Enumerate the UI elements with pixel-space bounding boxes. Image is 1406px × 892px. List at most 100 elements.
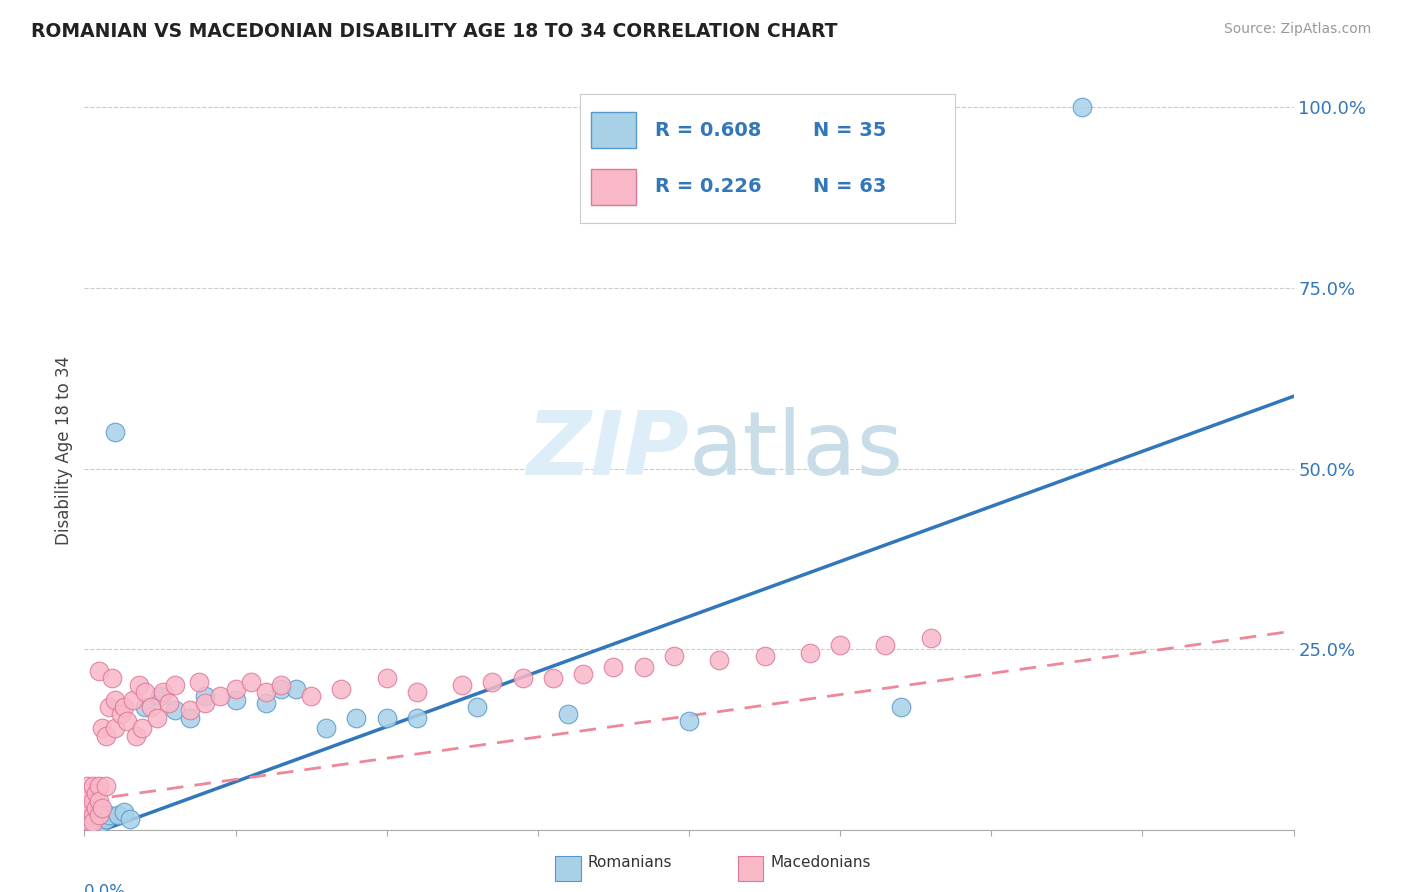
Point	[467, 699, 489, 714]
Point	[830, 639, 852, 653]
Point	[165, 703, 187, 717]
Point	[481, 674, 503, 689]
Point	[602, 660, 624, 674]
Text: 0.0%: 0.0%	[84, 883, 127, 892]
Point	[225, 692, 247, 706]
Point	[91, 722, 114, 736]
Point	[82, 779, 104, 793]
Point	[112, 805, 135, 819]
Point	[82, 815, 104, 830]
Point	[79, 815, 101, 830]
Point	[254, 685, 277, 699]
Point	[157, 696, 180, 710]
Point	[94, 779, 117, 793]
Point	[94, 729, 117, 743]
Y-axis label: Disability Age 18 to 34: Disability Age 18 to 34	[55, 356, 73, 545]
Point	[118, 812, 141, 826]
Point	[91, 815, 114, 830]
Point	[139, 699, 162, 714]
Point	[112, 699, 135, 714]
Point	[375, 671, 398, 685]
Point	[152, 685, 174, 699]
Point	[115, 714, 138, 729]
Point	[134, 685, 156, 699]
Point	[76, 815, 98, 830]
Point	[100, 671, 122, 685]
Point	[512, 671, 534, 685]
Point	[146, 711, 169, 725]
Point	[149, 689, 172, 703]
Point	[89, 794, 111, 808]
Point	[76, 779, 98, 793]
Point	[97, 699, 120, 714]
Point	[541, 671, 564, 685]
Point	[128, 678, 150, 692]
Text: Source: ZipAtlas.com: Source: ZipAtlas.com	[1223, 22, 1371, 37]
Point	[82, 808, 104, 822]
Point	[91, 808, 114, 822]
Point	[91, 801, 114, 815]
Point	[330, 681, 353, 696]
Point	[557, 706, 579, 721]
Point	[662, 649, 685, 664]
Point	[79, 801, 101, 815]
Point	[79, 815, 101, 830]
Point	[86, 801, 108, 815]
Point	[97, 808, 120, 822]
Text: ROMANIAN VS MACEDONIAN DISABILITY AGE 18 TO 34 CORRELATION CHART: ROMANIAN VS MACEDONIAN DISABILITY AGE 18…	[31, 22, 838, 41]
Point	[678, 714, 700, 729]
Text: atlas: atlas	[689, 407, 904, 494]
Point	[406, 711, 429, 725]
Point	[121, 692, 143, 706]
Point	[104, 722, 127, 736]
Point	[346, 711, 368, 725]
Text: Romanians: Romanians	[588, 855, 672, 870]
Point	[131, 722, 153, 736]
Point	[709, 653, 731, 667]
Point	[125, 729, 148, 743]
Point	[270, 681, 292, 696]
Point	[82, 808, 104, 822]
Point	[86, 815, 108, 830]
Point	[104, 692, 127, 706]
Point	[82, 815, 104, 830]
Point	[225, 681, 247, 696]
Point	[375, 711, 398, 725]
Point	[194, 689, 217, 703]
Point	[86, 801, 108, 815]
Point	[134, 699, 156, 714]
Point	[194, 696, 217, 710]
Point	[107, 808, 129, 822]
Point	[86, 787, 108, 801]
Point	[299, 689, 322, 703]
Point	[633, 660, 655, 674]
Point	[754, 649, 776, 664]
Point	[572, 667, 595, 681]
Point	[76, 794, 98, 808]
Point	[890, 699, 912, 714]
Point	[179, 703, 201, 717]
Point	[285, 681, 308, 696]
Point	[79, 787, 101, 801]
Point	[315, 722, 337, 736]
Point	[875, 639, 897, 653]
Point	[451, 678, 474, 692]
Point	[406, 685, 429, 699]
Point	[89, 812, 111, 826]
Point	[920, 631, 942, 645]
Point	[270, 678, 292, 692]
Point	[94, 812, 117, 826]
Text: Macedonians: Macedonians	[770, 855, 870, 870]
Point	[165, 678, 187, 692]
Point	[188, 674, 211, 689]
Point	[799, 646, 821, 660]
Point	[89, 808, 111, 822]
Point	[1071, 100, 1094, 114]
Point	[254, 696, 277, 710]
Point	[89, 779, 111, 793]
Point	[82, 794, 104, 808]
Point	[209, 689, 232, 703]
Point	[104, 425, 127, 440]
Point	[79, 808, 101, 822]
Point	[89, 808, 111, 822]
